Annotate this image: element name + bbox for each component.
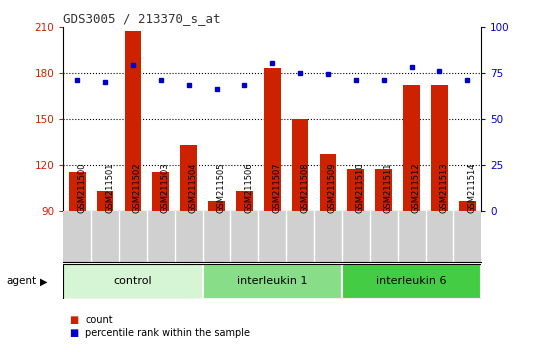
Text: GSM211503: GSM211503 xyxy=(161,162,170,213)
Text: ▶: ▶ xyxy=(40,276,47,286)
Text: GSM211513: GSM211513 xyxy=(439,162,448,213)
Text: count: count xyxy=(85,315,113,325)
Text: GSM211511: GSM211511 xyxy=(384,163,393,213)
Bar xyxy=(459,201,476,211)
Bar xyxy=(375,169,392,211)
Text: ■: ■ xyxy=(69,315,78,325)
Text: GDS3005 / 213370_s_at: GDS3005 / 213370_s_at xyxy=(63,12,221,25)
Bar xyxy=(342,264,481,299)
Text: GSM211512: GSM211512 xyxy=(411,163,421,213)
Bar xyxy=(348,169,364,211)
Text: control: control xyxy=(114,276,152,286)
Text: GSM211505: GSM211505 xyxy=(217,163,226,213)
Text: GSM211501: GSM211501 xyxy=(105,163,114,213)
Text: GSM211508: GSM211508 xyxy=(300,162,309,213)
Bar xyxy=(63,264,202,299)
Text: GSM211507: GSM211507 xyxy=(272,162,281,213)
Text: GSM211504: GSM211504 xyxy=(189,163,197,213)
Text: GSM211500: GSM211500 xyxy=(77,163,86,213)
Bar xyxy=(236,191,253,211)
Bar xyxy=(264,68,280,211)
Bar xyxy=(208,201,225,211)
Bar xyxy=(403,85,420,211)
Bar xyxy=(202,264,342,299)
Text: agent: agent xyxy=(7,276,37,286)
Text: GSM211502: GSM211502 xyxy=(133,163,142,213)
Bar xyxy=(69,172,86,211)
Bar xyxy=(292,119,309,211)
Text: GSM211509: GSM211509 xyxy=(328,163,337,213)
Text: GSM211514: GSM211514 xyxy=(468,163,476,213)
Bar xyxy=(97,191,113,211)
Bar xyxy=(152,172,169,211)
Bar xyxy=(431,85,448,211)
Bar xyxy=(320,154,337,211)
Text: GSM211510: GSM211510 xyxy=(356,163,365,213)
Bar xyxy=(180,145,197,211)
Text: interleukin 1: interleukin 1 xyxy=(237,276,307,286)
Text: percentile rank within the sample: percentile rank within the sample xyxy=(85,328,250,338)
Text: GSM211506: GSM211506 xyxy=(244,162,254,213)
Text: ■: ■ xyxy=(69,328,78,338)
Text: interleukin 6: interleukin 6 xyxy=(376,276,447,286)
Bar xyxy=(124,31,141,211)
